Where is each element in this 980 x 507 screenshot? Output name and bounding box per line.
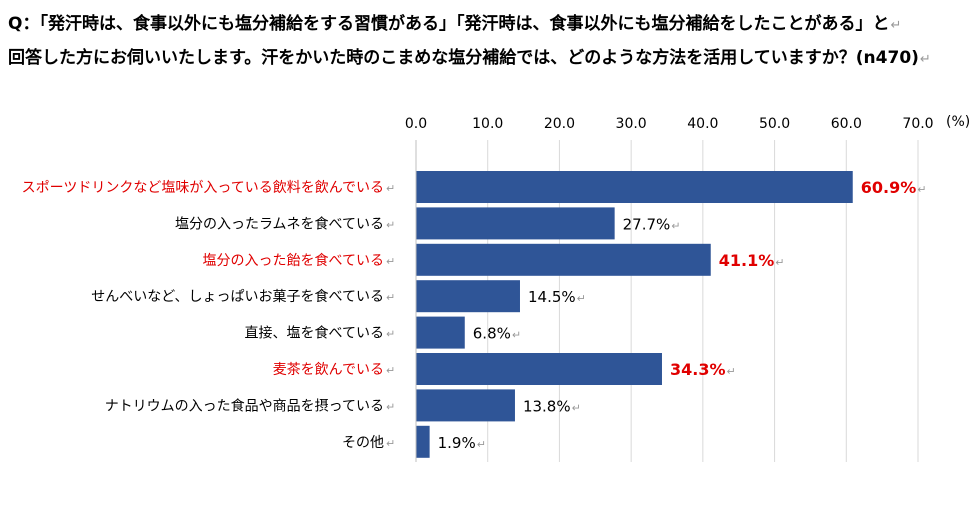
return-mark: ↵ (386, 218, 395, 231)
return-mark: ↵ (386, 437, 395, 450)
bar (416, 280, 520, 313)
x-tick-label: 50.0 (759, 116, 790, 132)
return-mark: ↵ (386, 255, 395, 268)
bar (416, 171, 853, 203)
x-tick-label: 10.0 (472, 116, 503, 132)
question-line-2: 回答した方にお伺いいたします。汗をかいた時のこまめな塩分補給では、どのような方法… (8, 48, 931, 68)
question-line-1: Q：「発汗時は、食事以外にも塩分補給をする習慣がある」「発汗時は、食事以外にも塩… (8, 14, 902, 34)
bar (416, 316, 465, 349)
category-label: 塩分の入ったラムネを食べている (175, 215, 384, 232)
value-label: 6.8% (473, 325, 511, 343)
bar (416, 243, 711, 276)
return-mark: ↵ (917, 183, 926, 196)
category-label: スポーツドリンクなど塩味が入っている飲料を飲んでいる (22, 180, 384, 196)
category-label: 直接、塩を食べている (245, 325, 384, 342)
x-tick-label: 70.0 (902, 116, 933, 132)
value-label: 14.5% (528, 288, 576, 306)
bar (416, 207, 615, 240)
category-label: せんべいなど、しょっぱいお菓子を食べている (91, 288, 384, 305)
value-label: 27.7% (623, 215, 671, 233)
return-mark: ↵ (671, 219, 680, 232)
x-axis-unit-label: (%) (946, 114, 970, 130)
value-label: 60.9% (861, 178, 917, 197)
return-mark: ↵ (386, 291, 395, 304)
return-mark: ↵ (512, 329, 521, 342)
return-mark: ↵ (726, 365, 735, 378)
value-label: 34.3% (670, 360, 726, 379)
x-tick-label: 40.0 (687, 116, 718, 132)
return-mark: ↵ (386, 400, 395, 413)
return-mark: ↵ (775, 256, 784, 269)
return-mark: ↵ (572, 401, 581, 414)
value-label: 1.9% (438, 434, 476, 452)
return-mark: ↵ (477, 438, 486, 451)
bar (416, 353, 662, 385)
return-mark: ↵ (577, 292, 586, 305)
x-tick-label: 20.0 (544, 116, 575, 132)
value-label: 41.1% (719, 251, 775, 270)
category-label: 麦茶を飲んでいる (273, 362, 384, 378)
return-mark: ↵ (386, 328, 395, 341)
bar (416, 389, 515, 422)
return-mark: ↵ (386, 182, 395, 195)
category-label: 塩分の入った飴を食べている (203, 252, 384, 269)
return-mark: ↵ (386, 364, 395, 377)
category-label: ナトリウムの入った食品や商品を摂っている (105, 397, 384, 414)
bar (416, 425, 430, 458)
x-tick-label: 30.0 (616, 116, 647, 132)
x-tick-label: 60.0 (831, 116, 862, 132)
value-label: 13.8% (523, 397, 571, 415)
x-tick-label: 0.0 (405, 116, 427, 132)
category-label: その他 (342, 435, 384, 451)
question-text: Q：「発汗時は、食事以外にも塩分補給をする習慣がある」「発汗時は、食事以外にも塩… (8, 8, 968, 76)
